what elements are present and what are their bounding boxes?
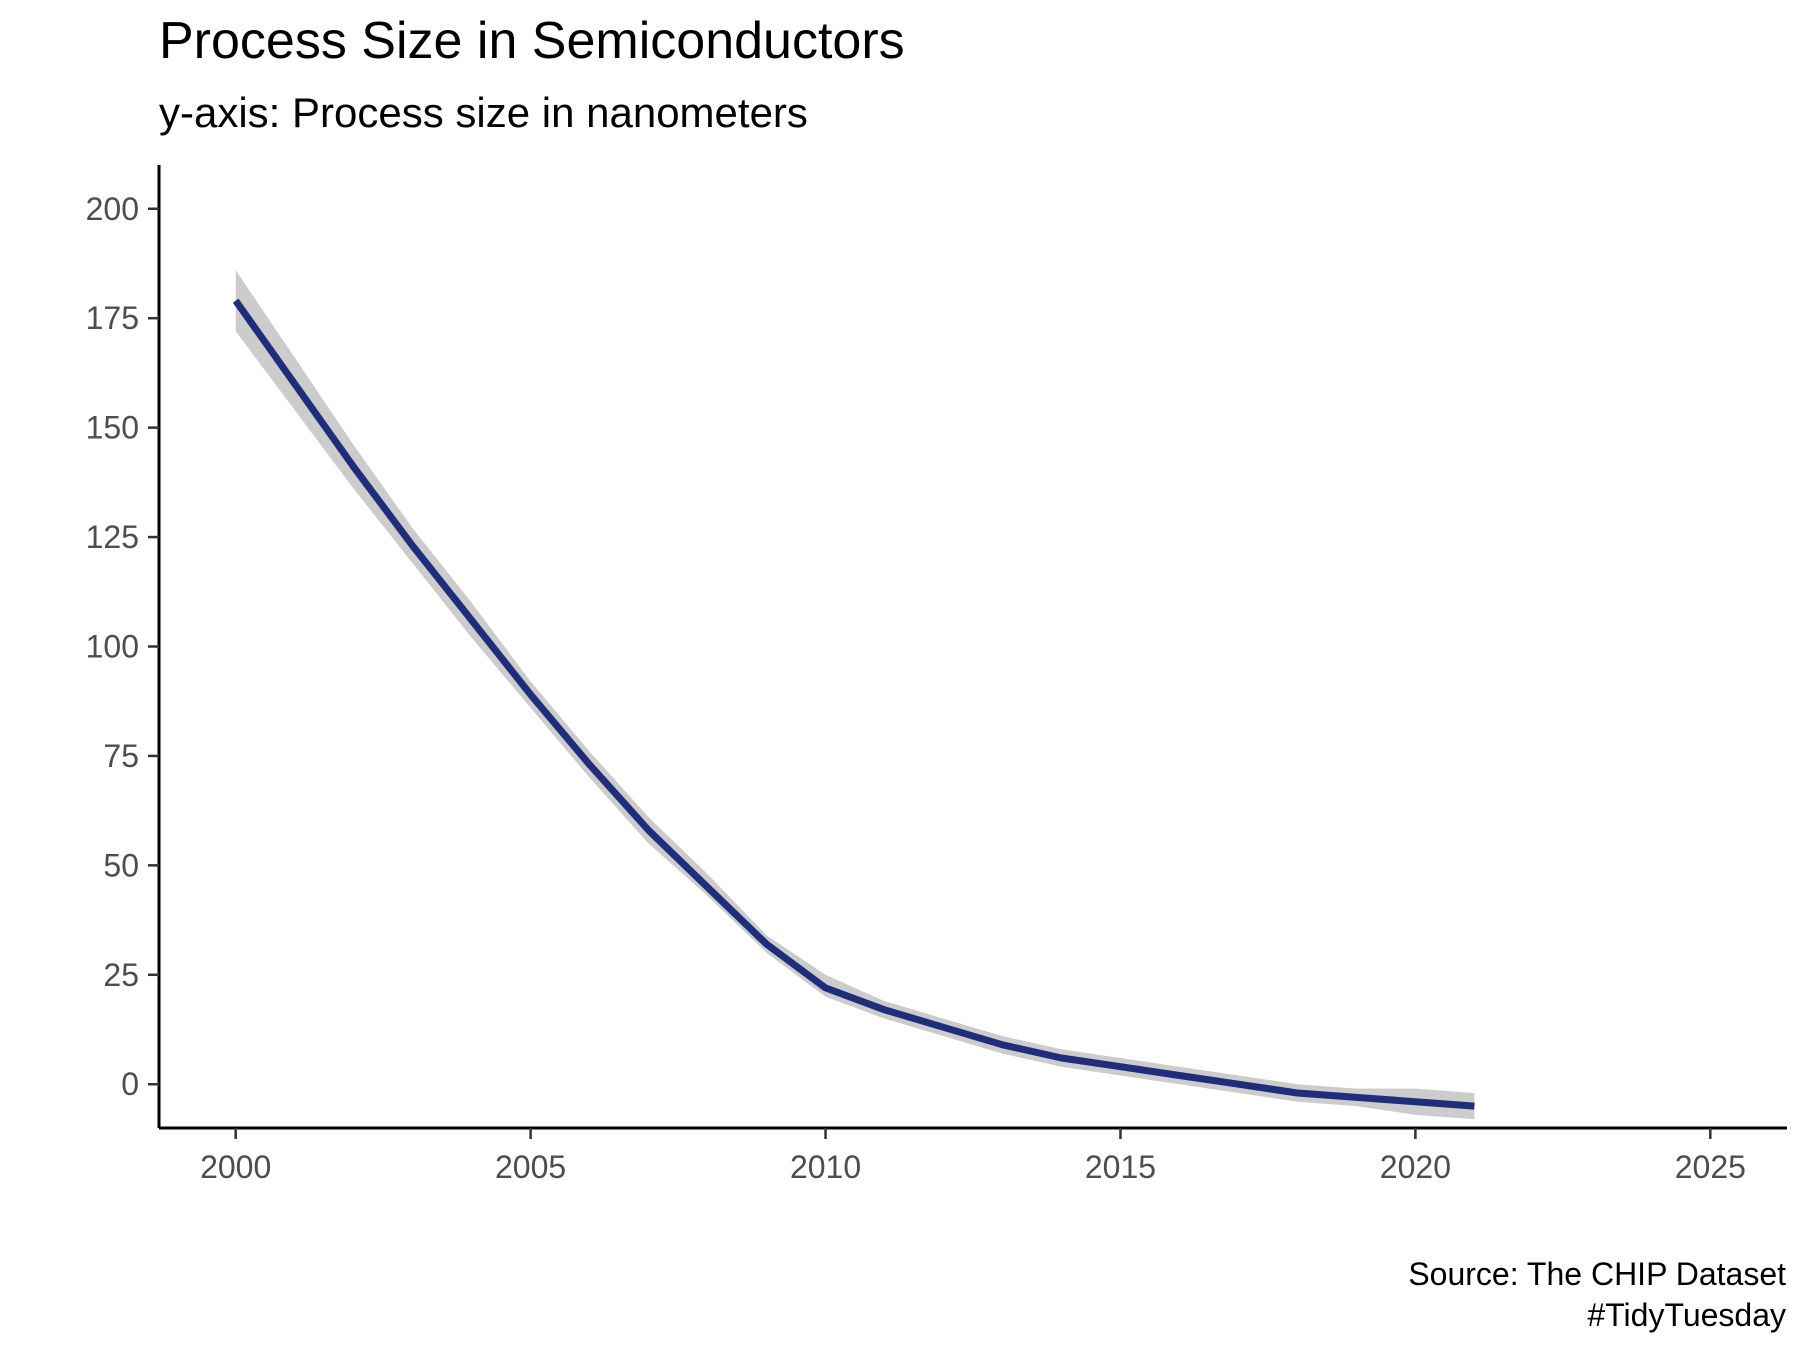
x-tick-label: 2010 xyxy=(790,1149,861,1185)
y-tick-label: 200 xyxy=(86,191,139,227)
x-tick-label: 2000 xyxy=(200,1149,271,1185)
x-tick-label: 2025 xyxy=(1675,1149,1746,1185)
y-tick-label: 25 xyxy=(103,957,139,993)
x-tick-label: 2005 xyxy=(495,1149,566,1185)
series-line-0 xyxy=(232,298,1475,1110)
y-tick-label: 125 xyxy=(86,519,139,555)
x-tick-label: 2015 xyxy=(1085,1149,1156,1185)
y-tick-label: 150 xyxy=(86,410,139,446)
confidence-band xyxy=(235,270,1475,1120)
caption-source: Source: The CHIP Dataset xyxy=(1408,1256,1786,1292)
chart-title: Process Size in Semiconductors xyxy=(159,12,905,70)
y-tick-label: 0 xyxy=(121,1066,139,1102)
y-tick-label: 100 xyxy=(86,629,139,665)
y-tick-label: 175 xyxy=(86,300,139,336)
x-tick-label: 2020 xyxy=(1380,1149,1451,1185)
y-tick-label: 50 xyxy=(103,847,139,883)
caption-hashtag: #TidyTuesday xyxy=(1587,1297,1786,1333)
chart-subtitle: y-axis: Process size in nanometers xyxy=(159,89,808,136)
y-tick-label: 75 xyxy=(103,738,139,774)
